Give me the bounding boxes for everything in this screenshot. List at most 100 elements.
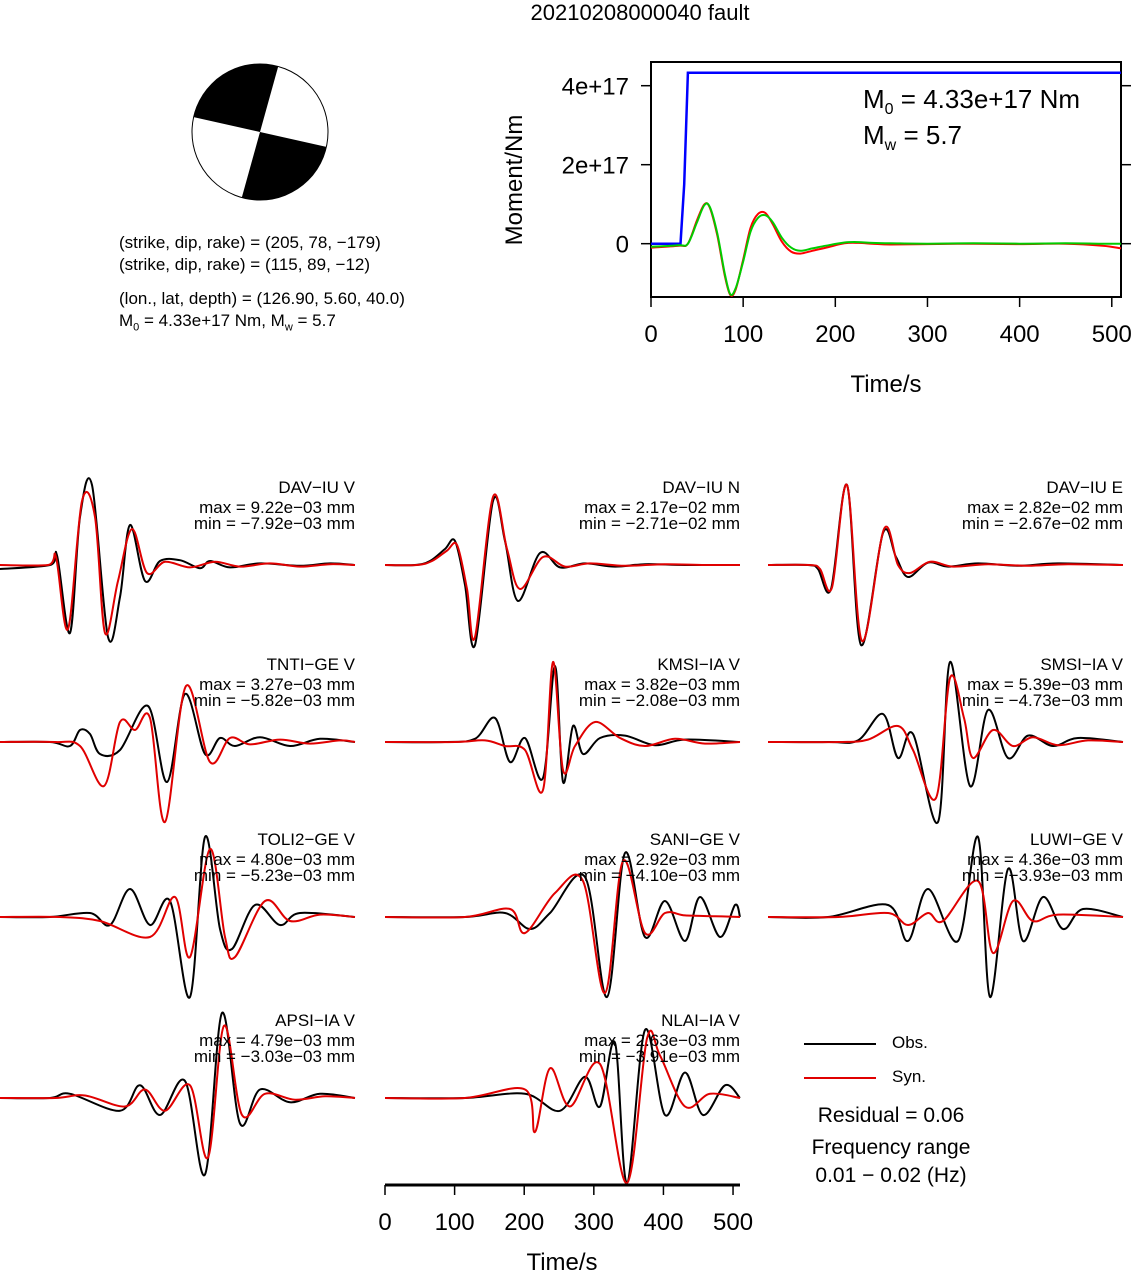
moment-xtick-label: 300 — [907, 321, 947, 348]
station-name: TNTI−GE V — [267, 655, 356, 674]
station-name: DAV−IU V — [278, 478, 355, 497]
magnitude-summary: M0 = 4.33e+17 Nm, Mw = 5.7 — [119, 311, 336, 334]
mechanism-info: (strike, dip, rake) = (205, 78, −179) (s… — [119, 232, 405, 338]
synthetic-trace — [0, 847, 356, 960]
moment-xtick-label: 100 — [723, 321, 763, 348]
frequency-range-value: 0.01 − 0.02 (Hz) — [815, 1164, 967, 1187]
station-min: min = −2.67e−02 mm — [962, 514, 1123, 533]
waveform-xtick-label: 0 — [378, 1209, 391, 1236]
waveform-xtick-label: 500 — [713, 1209, 753, 1236]
station-min: min = −2.08e−03 mm — [579, 691, 740, 710]
moment-ytick-label: 4e+17 — [562, 74, 629, 101]
synthetic-trace — [0, 684, 356, 824]
station-name: APSI−IA V — [275, 1011, 356, 1030]
station-name: SMSI−IA V — [1040, 655, 1123, 674]
moment-ytick-label: 2e+17 — [562, 153, 629, 180]
waveform-xlabel: Time/s — [526, 1249, 597, 1276]
station-min: min = −2.71e−02 mm — [579, 514, 740, 533]
station-name: LUWI−GE V — [1030, 830, 1124, 849]
waveform-xtick-label: 100 — [435, 1209, 475, 1236]
station-max: max = 5.39e−03 mm — [967, 675, 1123, 694]
station-name: KMSI−IA V — [657, 655, 740, 674]
station-max: max = 2.82e−02 mm — [967, 498, 1123, 517]
moment-annotation-m0: M0 = 4.33e+17 Nm — [863, 84, 1080, 118]
moment-ytick-label: 0 — [616, 232, 629, 259]
synthetic-trace — [384, 1029, 741, 1185]
station-max: max = 9.22e−03 mm — [199, 498, 355, 517]
moment-ylabel: Moment/Nm — [501, 115, 528, 246]
observed-trace — [384, 1028, 741, 1185]
moment-series-2 — [650, 202, 1121, 297]
legend-obs-line — [804, 1043, 876, 1045]
station-max: max = 2.17e−02 mm — [584, 498, 740, 517]
moment-xtick-label: 400 — [1000, 321, 1040, 348]
legend-obs: Obs. — [800, 1030, 1000, 1064]
moment-xtick-label: 500 — [1092, 321, 1132, 348]
moment-series-1 — [650, 202, 1122, 297]
station-min: min = −5.82e−03 mm — [194, 691, 355, 710]
synthetic-trace — [384, 660, 741, 794]
waveform-xtick-label: 200 — [504, 1209, 544, 1236]
source-location: (lon., lat, depth) = (126.90, 5.60, 40.0… — [119, 289, 405, 308]
synthetic-trace — [767, 879, 1124, 955]
station-name: NLAI−IA V — [661, 1011, 741, 1030]
waveform-xtick-label: 400 — [643, 1209, 683, 1236]
nodal-plane-1: (strike, dip, rake) = (205, 78, −179) — [119, 233, 381, 252]
station-min: min = −7.92e−03 mm — [194, 514, 355, 533]
moment-xtick-label: 0 — [644, 321, 657, 348]
station-name: DAV−IU N — [662, 478, 740, 497]
station-min: min = −3.93e−03 mm — [962, 866, 1123, 885]
moment-plot-frame — [650, 61, 1122, 298]
station-max: max = 3.82e−03 mm — [584, 675, 740, 694]
page-title-text: 20210208000040 fault — [530, 0, 750, 25]
observed-trace — [0, 1011, 356, 1177]
residual-value: Residual = 0.06 — [817, 1104, 965, 1127]
waveform-xtick-label: 300 — [574, 1209, 614, 1236]
moment-xtick-label: 200 — [815, 321, 855, 348]
legend-syn: Syn. — [800, 1064, 1000, 1098]
nodal-plane-2: (strike, dip, rake) = (115, 89, −12) — [119, 255, 371, 274]
station-max: max = 4.36e−03 mm — [967, 850, 1123, 869]
synthetic-trace — [384, 493, 741, 641]
station-min: min = −3.91e−03 mm — [579, 1047, 740, 1066]
station-max: max = 3.27e−03 mm — [199, 675, 355, 694]
legend-syn-line — [804, 1077, 876, 1079]
fit-info: Residual = 0.06 Frequency range 0.01 − 0… — [776, 1102, 1006, 1190]
page-title: 20210208000040 fault — [0, 0, 1137, 26]
synthetic-trace — [0, 1024, 356, 1160]
station-min: min = −5.23e−03 mm — [194, 866, 355, 885]
synthetic-trace — [0, 491, 356, 636]
station-max: max = 2.92e−03 mm — [584, 850, 740, 869]
station-min: min = −4.10e−03 mm — [579, 866, 740, 885]
moment-annotation-mw: Mw = 5.7 — [863, 120, 962, 154]
station-max: max = 4.79e−03 mm — [199, 1031, 355, 1050]
legend-syn-label: Syn. — [892, 1067, 927, 1086]
frequency-range-title: Frequency range — [811, 1136, 971, 1159]
synthetic-trace — [767, 674, 1124, 801]
legend-obs-label: Obs. — [892, 1033, 928, 1052]
observed-trace — [0, 692, 356, 784]
moment-chart: 0 100 200 300 400 500 0 2e+17 4e+17 Moment/Nm Ti… — [501, 61, 1132, 398]
legend: Obs. Syn. — [800, 1030, 1000, 1098]
moment-series-0 — [651, 71, 1121, 245]
station-name: SANI−GE V — [650, 830, 741, 849]
focal-mechanism-beachball — [191, 63, 329, 201]
moment-xlabel: Time/s — [850, 371, 921, 398]
observed-trace — [0, 477, 356, 643]
station-max: max = 4.80e−03 mm — [199, 850, 355, 869]
station-name: DAV−IU E — [1046, 478, 1123, 497]
station-min: min = −3.03e−03 mm — [194, 1047, 355, 1066]
station-max: max = 2.63e−03 mm — [584, 1031, 740, 1050]
station-min: min = −4.73e−03 mm — [962, 691, 1123, 710]
